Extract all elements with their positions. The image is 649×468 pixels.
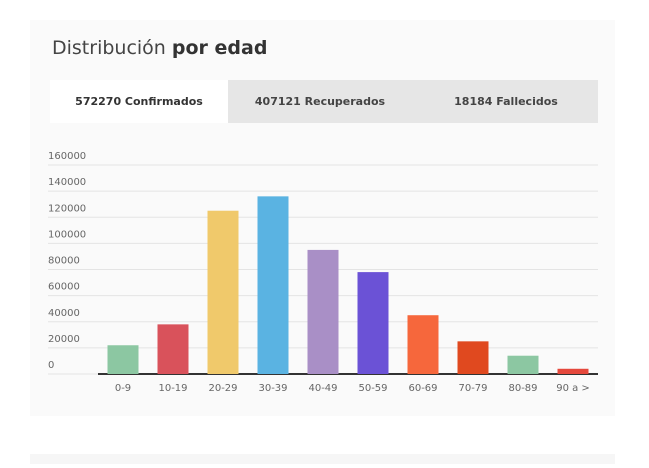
- tab-active[interactable]: [50, 80, 228, 123]
- y-tick-label: 20000: [48, 334, 80, 345]
- x-tick-label: 10-19: [158, 383, 187, 394]
- bar: [207, 210, 239, 374]
- bar: [407, 315, 439, 374]
- bar: [557, 368, 589, 374]
- y-tick-label: 0: [48, 360, 54, 371]
- x-tick-label: 80-89: [508, 383, 537, 394]
- bar: [257, 196, 289, 374]
- x-tick-label: 30-39: [258, 383, 287, 394]
- bar: [507, 355, 539, 374]
- y-tick-label: 80000: [48, 256, 80, 267]
- chart-title: Distribución por edad: [52, 37, 267, 59]
- y-tick-label: 100000: [48, 229, 86, 240]
- tab[interactable]: 18184 Fallecidos: [454, 95, 558, 108]
- x-tick-label: 20-29: [208, 383, 237, 394]
- bar: [107, 345, 139, 374]
- y-tick-label: 160000: [48, 151, 86, 162]
- title-bold: por edad: [172, 37, 268, 59]
- tab[interactable]: 407121 Recuperados: [255, 95, 386, 108]
- bar: [307, 249, 339, 374]
- y-tick-label: 140000: [48, 177, 86, 188]
- x-tick-label: 70-79: [458, 383, 487, 394]
- bar: [457, 341, 489, 374]
- bar: [357, 272, 389, 374]
- x-tick-label: 90 a >: [556, 383, 590, 394]
- y-tick-label: 60000: [48, 282, 80, 293]
- x-tick-label: 60-69: [408, 383, 437, 394]
- x-tick-label: 0-9: [115, 383, 131, 394]
- x-tick-label: 50-59: [358, 383, 387, 394]
- bar: [157, 324, 189, 374]
- y-tick-label: 40000: [48, 308, 80, 319]
- next-card: [30, 454, 615, 464]
- tab[interactable]: 572270 Confirmados: [75, 95, 203, 108]
- y-tick-label: 120000: [48, 203, 86, 214]
- title-text: Distribución: [52, 37, 166, 59]
- x-tick-label: 40-49: [308, 383, 337, 394]
